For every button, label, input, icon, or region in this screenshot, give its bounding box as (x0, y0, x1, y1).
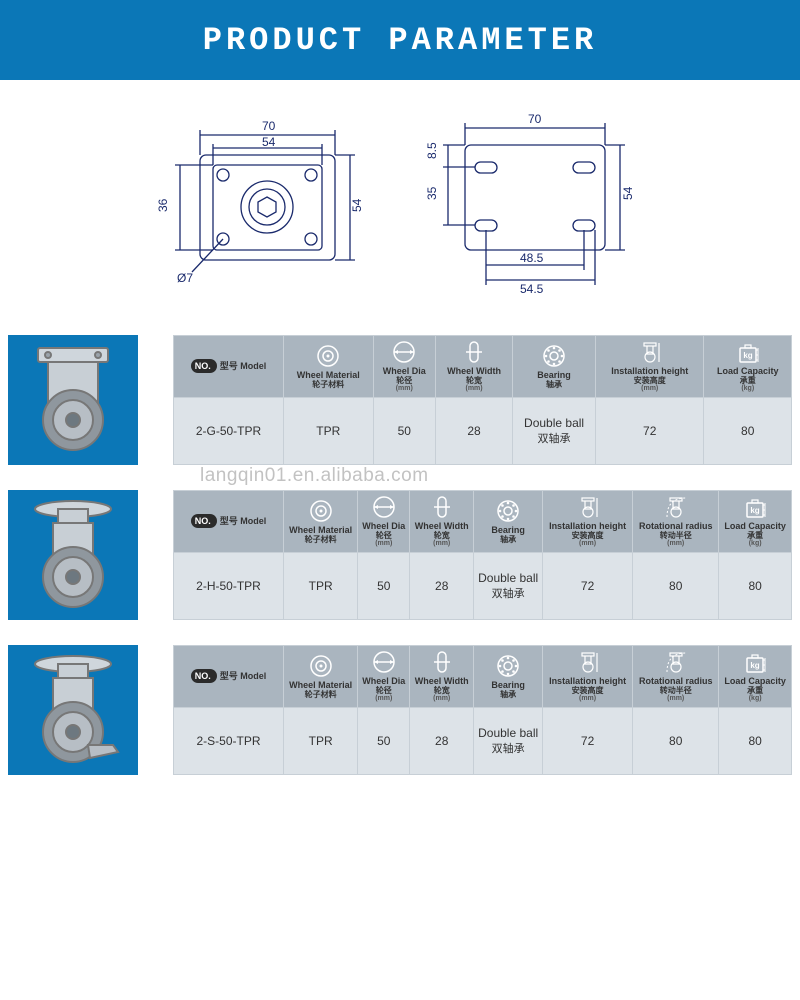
product-row: NO.型号 ModelWheel Material轮子材料Wheel Dia轮径… (8, 335, 792, 465)
col-header-width: Wheel Width轮宽(mm) (410, 646, 474, 708)
cell-dia: 50 (358, 707, 410, 774)
cell-load: 80 (704, 397, 792, 464)
col-header-dia: Wheel Dia轮径(mm) (373, 336, 435, 398)
col-header-dia: Wheel Dia轮径(mm) (358, 491, 410, 553)
col-header-model: NO.型号 Model (174, 336, 284, 398)
cell-bearing: Double ball双轴承 (474, 707, 543, 774)
cell-dia: 50 (373, 397, 435, 464)
radius-icon (634, 495, 717, 522)
cell-material: TPR (284, 397, 374, 464)
cell-model: 2-G-50-TPR (174, 397, 284, 464)
dia-icon (359, 495, 408, 522)
height-icon (544, 650, 631, 677)
height-icon (597, 340, 703, 367)
height-icon (544, 495, 631, 522)
dim-label: 54 (621, 186, 635, 200)
col-header-material: Wheel Material轮子材料 (284, 646, 358, 708)
col-header-load: kgLoad Capacity承重(kg) (719, 646, 792, 708)
spec-table: NO.型号 ModelWheel Material轮子材料Wheel Dia轮径… (173, 645, 792, 775)
bearing-icon (514, 344, 594, 371)
svg-text:kg: kg (750, 506, 759, 515)
cell-radius: 80 (633, 707, 719, 774)
col-header-model: NO.型号 Model (174, 491, 284, 553)
spec-table: NO.型号 ModelWheel Material轮子材料Wheel Dia轮径… (173, 490, 792, 620)
material-icon (285, 344, 372, 371)
dim-label: 54.5 (520, 282, 544, 296)
cell-model: 2-S-50-TPR (174, 707, 284, 774)
load-icon: kg (705, 340, 790, 367)
material-icon (285, 654, 356, 681)
width-icon (437, 340, 511, 367)
cell-material: TPR (284, 552, 358, 619)
bearing-icon (475, 654, 541, 681)
col-header-width: Wheel Width轮宽(mm) (435, 336, 512, 398)
col-header-height: Installation height安装高度(mm) (595, 336, 704, 398)
cell-model: 2-H-50-TPR (174, 552, 284, 619)
col-header-model: NO.型号 Model (174, 646, 284, 708)
width-icon (411, 495, 472, 522)
page-title: PRODUCT PARAMETER (203, 22, 597, 59)
dim-label: 8.5 (425, 142, 439, 159)
product-row: NO.型号 ModelWheel Material轮子材料Wheel Dia轮径… (8, 645, 792, 775)
col-header-height: Installation height安装高度(mm) (543, 646, 633, 708)
dim-label: 70 (262, 119, 276, 133)
col-header-radius: Rotational radius转动半径(mm) (633, 491, 719, 553)
plate-diagram-right: 70 8.5 35 54 48.5 54.5 (420, 100, 650, 310)
load-icon: kg (720, 495, 790, 522)
svg-text:kg: kg (750, 661, 759, 670)
col-header-load: kgLoad Capacity承重(kg) (719, 491, 792, 553)
cell-dia: 50 (358, 552, 410, 619)
dim-label: 35 (425, 186, 439, 200)
dia-icon (375, 340, 434, 367)
col-header-dia: Wheel Dia轮径(mm) (358, 646, 410, 708)
cell-height: 72 (543, 552, 633, 619)
dim-label: 54 (350, 198, 364, 212)
dim-label: 54 (262, 135, 276, 149)
col-header-bearing: Bearing轴承 (474, 491, 543, 553)
bearing-icon (475, 499, 541, 526)
col-header-load: kgLoad Capacity承重(kg) (704, 336, 792, 398)
no-badge: NO. (191, 359, 217, 373)
spec-table: NO.型号 ModelWheel Material轮子材料Wheel Dia轮径… (173, 335, 792, 465)
product-thumbnail (8, 645, 138, 775)
col-header-bearing: Bearing轴承 (513, 336, 596, 398)
cell-radius: 80 (633, 552, 719, 619)
product-thumbnail (8, 335, 138, 465)
width-icon (411, 650, 472, 677)
col-header-material: Wheel Material轮子材料 (284, 491, 358, 553)
material-icon (285, 499, 356, 526)
cell-material: TPR (284, 707, 358, 774)
plate-diagram-left: 70 54 36 54 Ø7 (150, 100, 360, 290)
no-badge: NO. (191, 514, 217, 528)
product-thumbnail (8, 490, 138, 620)
dim-label: 48.5 (520, 251, 544, 265)
svg-text:kg: kg (743, 351, 752, 360)
dia-icon (359, 650, 408, 677)
col-header-width: Wheel Width轮宽(mm) (410, 491, 474, 553)
technical-diagrams: 70 54 36 54 Ø7 70 8.5 (0, 80, 800, 310)
col-header-bearing: Bearing轴承 (474, 646, 543, 708)
dim-label: 70 (528, 112, 542, 126)
load-icon: kg (720, 650, 790, 677)
cell-load: 80 (719, 707, 792, 774)
cell-bearing: Double ball双轴承 (474, 552, 543, 619)
cell-width: 28 (410, 552, 474, 619)
product-row: NO.型号 ModelWheel Material轮子材料Wheel Dia轮径… (8, 490, 792, 620)
no-badge: NO. (191, 669, 217, 683)
col-header-radius: Rotational radius转动半径(mm) (633, 646, 719, 708)
cell-width: 28 (410, 707, 474, 774)
header-band: PRODUCT PARAMETER (0, 0, 800, 80)
dim-label: 36 (156, 198, 170, 212)
cell-load: 80 (719, 552, 792, 619)
cell-bearing: Double ball双轴承 (513, 397, 596, 464)
radius-icon (634, 650, 717, 677)
cell-height: 72 (595, 397, 704, 464)
cell-width: 28 (435, 397, 512, 464)
cell-height: 72 (543, 707, 633, 774)
dim-label: Ø7 (177, 271, 193, 285)
watermark: langqin01.en.alibaba.com (200, 465, 429, 487)
col-header-material: Wheel Material轮子材料 (284, 336, 374, 398)
col-header-height: Installation height安装高度(mm) (543, 491, 633, 553)
